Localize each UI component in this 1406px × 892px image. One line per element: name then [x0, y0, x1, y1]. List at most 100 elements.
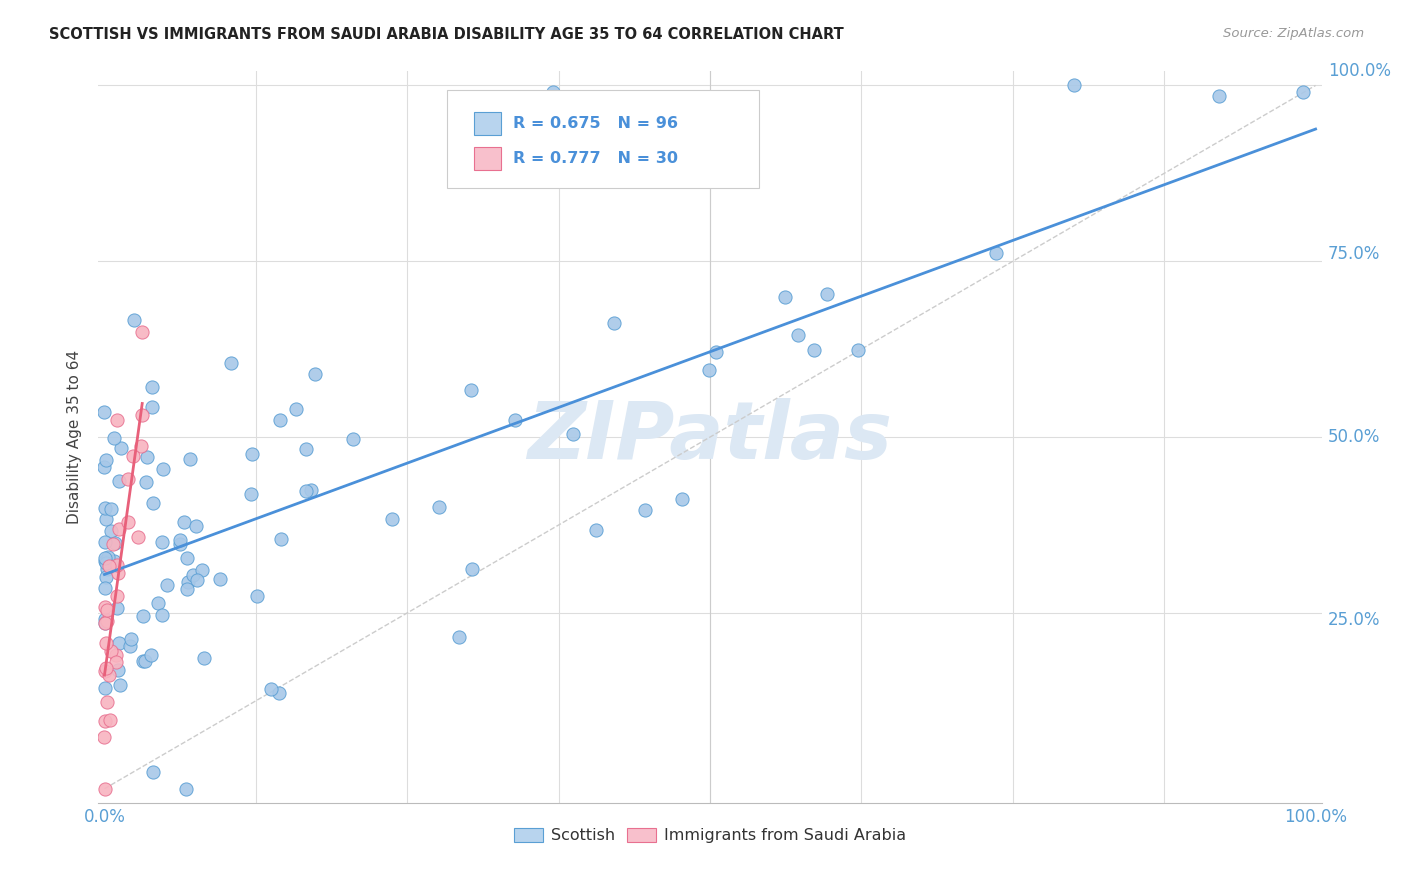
Point: [295, 484, 318, 499]
Text: SCOTTISH VS IMMIGRANTS FROM SAUDI ARABIA DISABILITY AGE 35 TO 64 CORRELATION CHA: SCOTTISH VS IMMIGRANTS FROM SAUDI ARABIA…: [49, 27, 844, 42]
Point: [141, 380, 163, 394]
Point: [117, 471, 139, 485]
Point: [460, 383, 482, 397]
Point: [94, 612, 117, 626]
Point: [131, 408, 153, 422]
Point: [93, 714, 115, 728]
Point: [107, 566, 129, 580]
Point: [461, 562, 484, 576]
Point: [191, 563, 214, 577]
Point: [1292, 86, 1315, 100]
Point: [94, 512, 117, 526]
Point: [93, 616, 115, 631]
Legend: Scottish, Immigrants from Saudi Arabia: Scottish, Immigrants from Saudi Arabia: [508, 822, 912, 850]
Point: [150, 534, 173, 549]
Point: [246, 589, 269, 603]
Point: [299, 483, 322, 498]
Point: [141, 648, 163, 663]
Point: [169, 533, 191, 548]
Point: [240, 447, 263, 461]
Point: [142, 764, 165, 779]
Point: [671, 491, 693, 506]
Point: [131, 325, 153, 339]
Text: 100.0%: 100.0%: [1327, 62, 1391, 80]
Point: [93, 460, 115, 475]
Point: [294, 442, 316, 457]
Point: [107, 664, 129, 678]
Point: [108, 636, 131, 650]
Point: [104, 655, 127, 669]
Point: [704, 345, 727, 359]
Point: [269, 413, 291, 427]
Point: [93, 665, 115, 679]
Point: [100, 644, 122, 658]
Point: [141, 400, 163, 414]
Point: [105, 589, 128, 603]
Point: [240, 487, 263, 501]
Point: [103, 431, 125, 445]
Point: [122, 449, 145, 463]
Point: [381, 512, 404, 526]
Point: [120, 632, 142, 646]
Text: ZIPatlas: ZIPatlas: [527, 398, 893, 476]
Point: [122, 313, 145, 327]
Point: [105, 413, 128, 427]
Point: [93, 730, 115, 744]
Point: [93, 781, 115, 796]
Point: [181, 568, 204, 582]
Point: [208, 573, 231, 587]
Point: [93, 681, 115, 695]
Point: [104, 535, 127, 549]
Point: [697, 363, 720, 377]
Point: [97, 550, 120, 565]
Point: [815, 287, 838, 301]
Text: R = 0.777   N = 30: R = 0.777 N = 30: [513, 151, 678, 166]
Point: [132, 654, 155, 668]
Y-axis label: Disability Age 35 to 64: Disability Age 35 to 64: [67, 350, 83, 524]
Point: [94, 661, 117, 675]
Point: [260, 681, 283, 696]
Point: [96, 695, 118, 709]
Point: [634, 502, 657, 516]
Point: [174, 781, 197, 796]
Point: [135, 475, 157, 489]
Point: [93, 581, 115, 595]
Point: [127, 530, 149, 544]
Point: [846, 343, 869, 357]
Point: [93, 535, 115, 549]
Point: [152, 462, 174, 476]
Point: [110, 441, 132, 455]
Point: [427, 500, 450, 515]
Point: [156, 578, 179, 592]
Text: Source: ZipAtlas.com: Source: ZipAtlas.com: [1223, 27, 1364, 40]
Point: [1208, 89, 1230, 103]
Point: [105, 601, 128, 615]
Point: [93, 405, 115, 419]
Point: [773, 290, 796, 304]
Point: [176, 574, 198, 589]
Point: [96, 453, 118, 467]
Point: [541, 86, 564, 100]
Point: [169, 537, 191, 551]
Point: [94, 550, 117, 565]
Point: [103, 554, 125, 568]
FancyBboxPatch shape: [447, 90, 759, 188]
Point: [193, 651, 215, 665]
Point: [270, 533, 292, 547]
Text: 75.0%: 75.0%: [1327, 245, 1381, 263]
Point: [984, 245, 1007, 260]
Point: [94, 636, 117, 650]
FancyBboxPatch shape: [474, 146, 501, 170]
Point: [150, 607, 173, 622]
Point: [134, 655, 156, 669]
Point: [803, 343, 825, 358]
FancyBboxPatch shape: [474, 112, 501, 135]
Point: [117, 515, 139, 529]
Point: [173, 515, 195, 529]
Point: [100, 524, 122, 538]
Point: [186, 518, 208, 533]
Point: [146, 596, 169, 610]
Point: [94, 600, 117, 615]
Point: [129, 439, 152, 453]
Point: [93, 501, 115, 516]
